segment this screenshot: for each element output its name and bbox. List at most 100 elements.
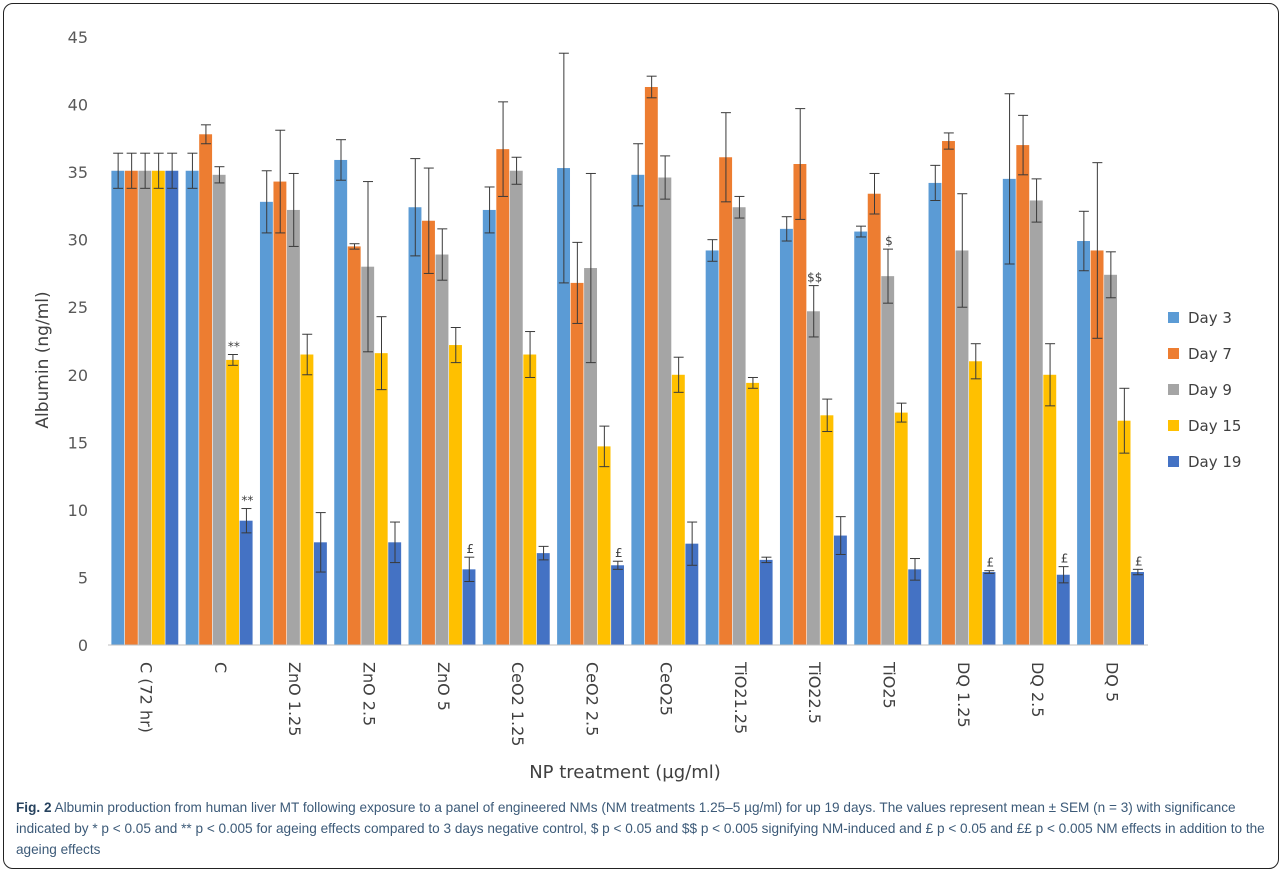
error-bar [869,172,880,215]
error-bar [484,186,495,234]
x-tick-label: ZnO 5 [434,662,453,711]
bar [273,181,287,645]
error-bar [200,124,211,145]
bar [1077,241,1091,646]
error-bar [302,333,313,376]
legend-swatch [1168,312,1179,323]
bar [286,209,300,646]
y-axis-label: Albumin (ng/ml) [33,291,53,428]
error-bar [1018,114,1029,176]
bar [347,246,361,645]
error-bar [957,193,968,308]
bar [732,207,746,646]
error-bar [930,164,941,201]
error-bar [599,425,610,468]
bar [1090,250,1104,645]
y-tick-label: 35 [68,163,88,182]
error-bar [153,152,164,189]
error-bar [538,545,549,561]
x-tick-label: DQ 1.25 [954,662,973,728]
error-bar [633,143,644,207]
error-bar [781,216,792,242]
significance-marker: $$ [807,271,822,285]
bar [482,209,496,646]
bar [833,535,847,645]
error-bar [437,228,448,281]
y-tick-label: 30 [68,231,88,250]
error-bar [720,112,731,203]
error-bar [187,152,198,189]
bar [226,359,240,645]
error-bar [660,155,671,200]
error-bar [450,326,461,364]
x-tick-label: C [211,662,230,673]
x-tick-label: C (72 hr) [137,662,156,733]
bar [1131,572,1145,645]
bar [300,354,314,645]
y-tick-label: 45 [68,28,88,47]
x-tick-label: TiO25 [880,661,899,709]
y-tick-label: 0 [78,636,88,655]
error-bar [126,152,137,189]
y-axis: 0 5 10 15 20 25 30 35 40 45 [68,28,88,655]
bar [1029,200,1043,646]
error-bar [349,243,360,250]
bar [806,311,820,645]
x-axis-label: NP treatment (µg/ml) [529,762,721,783]
bar [509,170,523,645]
legend-label: Day 9 [1188,381,1232,399]
error-bar [747,376,758,389]
bar [631,174,645,645]
bar [719,157,733,645]
error-bar [1105,251,1116,299]
figure-frame [3,3,1279,869]
y-tick-label: 15 [68,433,88,452]
error-bar [822,398,833,433]
x-tick-label: ZnO 2.5 [360,662,379,726]
error-bar [1132,568,1143,576]
bar [969,361,982,645]
bar [536,553,550,645]
error-bar [275,129,286,234]
error-bar [113,152,124,189]
error-bar [646,75,657,99]
error-bar [808,285,819,338]
legend-label: Day 7 [1188,345,1232,363]
legend-label: Day 19 [1188,453,1241,471]
bar [165,170,179,645]
bar [1043,374,1057,645]
bar [570,282,584,645]
error-bar [214,166,225,184]
error-bar [241,508,252,534]
y-tick-label: 20 [68,366,88,385]
error-bar [761,556,772,564]
significance-marker: ** [241,494,253,508]
x-tick-label: DQ 2.5 [1028,662,1047,717]
bar [334,159,348,645]
bar [212,174,226,645]
legend-swatch [1168,348,1179,359]
significance-marker: £ [615,546,623,560]
error-bar [167,152,178,189]
legend-label: Day 3 [1188,309,1232,327]
bar [942,141,955,645]
bar [1104,274,1118,645]
bar [705,250,719,645]
error-bar [970,343,981,380]
bar [746,382,760,645]
error-bar [1031,178,1042,223]
bar [435,254,449,646]
x-tick-labels: C (72 hr) C ZnO 1.25 ZnO 2.5 ZnO 5 CeO2 1.25 C… [137,661,1122,747]
legend-label: Day 15 [1188,417,1241,435]
bar [759,559,773,645]
error-bar [511,156,522,185]
bar [111,170,125,645]
bar [259,201,273,645]
error-bar [140,152,151,189]
error-bar [707,239,718,262]
error-bar [288,172,299,247]
error-bar [558,52,569,284]
error-bar [673,356,684,393]
x-tick-label: TiO21.25 [731,661,750,734]
